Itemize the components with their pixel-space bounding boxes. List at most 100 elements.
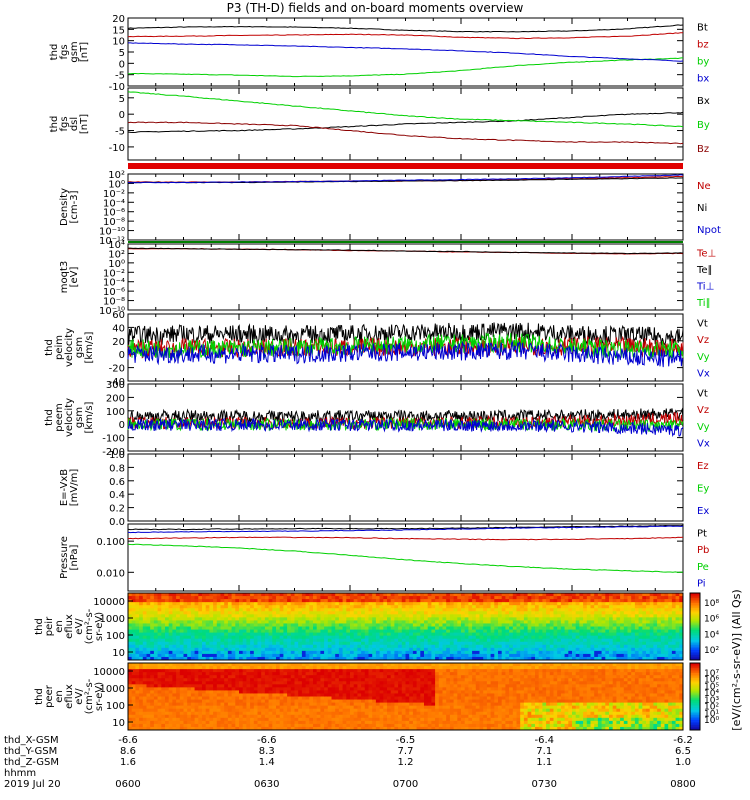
spectrogram-cell (235, 675, 240, 679)
spectrogram-cell (231, 638, 236, 643)
spectrogram-cell (538, 599, 543, 603)
spectrogram-cell (220, 644, 225, 649)
spectrogram-cell (616, 596, 621, 600)
spectrogram-cell (368, 626, 373, 630)
spectrogram-cell (139, 669, 144, 673)
spectrogram-cell (590, 650, 595, 655)
spectrogram-cell (268, 632, 273, 637)
spectrogram-cell (261, 714, 266, 719)
spectrogram-cell (172, 675, 177, 679)
spectrogram-cell (490, 623, 495, 627)
spectrogram-cell (479, 629, 484, 633)
spectrogram-cell (290, 596, 295, 600)
spectrogram-cell (368, 638, 373, 643)
spectrogram-cell (483, 656, 488, 661)
y-tick-label: 200 (106, 393, 125, 404)
spectrogram-cell (279, 690, 284, 694)
spectrogram-cell (202, 650, 207, 655)
spectrogram-cell (190, 641, 195, 646)
spectrogram-cell (128, 726, 133, 731)
spectrogram-cell (153, 602, 158, 606)
spectrogram-cell (605, 629, 610, 633)
spectrogram-cell (623, 614, 628, 618)
legend-label: Vx (697, 369, 710, 380)
y-axis-label: thd (44, 339, 55, 356)
spectrogram-cell (461, 650, 466, 655)
spectrogram-cell (490, 647, 495, 652)
spectrogram-cell (461, 635, 466, 640)
spectrogram-cell (183, 647, 188, 652)
spectrogram-cell (346, 599, 351, 603)
spectrogram-cell (235, 632, 240, 637)
spectrogram-cell (660, 608, 665, 612)
spectrogram-cell (205, 711, 210, 716)
spectrogram-cell (264, 711, 269, 716)
spectrogram-cell (490, 644, 495, 649)
spectrogram-cell (213, 702, 218, 707)
spectrogram-cell (390, 602, 395, 606)
spectrogram-cell (131, 623, 136, 627)
spectrogram-cell (320, 611, 325, 615)
spectrogram-cell (213, 647, 218, 652)
spectrogram-cell (301, 650, 306, 655)
spectrogram-cell (427, 629, 432, 633)
legend-label: Vx (697, 439, 710, 450)
spectrogram-cell (597, 614, 602, 618)
spectrogram-cell (383, 614, 388, 618)
spectrogram-cell (361, 602, 366, 606)
spectrogram-cell (261, 644, 266, 649)
spectrogram-cell (331, 599, 336, 603)
spectrogram-cell (198, 599, 203, 603)
spectrogram-cell (549, 647, 554, 652)
spectrogram-cell (583, 641, 588, 646)
spectrogram-cell (442, 635, 447, 640)
spectrogram-cell (261, 720, 266, 725)
spectrogram-cell (342, 602, 347, 606)
spectrogram-cell (442, 602, 447, 606)
spectrogram-cell (527, 647, 532, 652)
spectrogram-cell (420, 617, 425, 621)
spectrogram-cell (183, 599, 188, 603)
spectrogram-cell (253, 681, 258, 685)
spectrogram-cell (153, 672, 158, 676)
spectrogram-cell (420, 647, 425, 652)
spectrogram-cell (612, 608, 617, 612)
spectrogram-cell (242, 641, 247, 646)
spectrogram-cell (671, 608, 676, 612)
spectrogram-cell (475, 641, 480, 646)
spectrogram-cell (305, 635, 310, 640)
spectrogram-cell (290, 617, 295, 621)
spectrogram-cell (187, 684, 192, 688)
spectrogram-cell (261, 593, 266, 597)
spectrogram-cell (287, 605, 292, 609)
spectrogram-cell (261, 702, 266, 707)
spectrogram-cell (324, 638, 329, 643)
spectrogram-cell (586, 617, 591, 621)
spectrogram-cell (535, 653, 540, 658)
spectrogram-cell (165, 696, 170, 700)
spectrogram-cell (601, 656, 606, 661)
spectrogram-cell (131, 635, 136, 640)
spectrogram-cell (142, 708, 147, 713)
spectrogram-cell (216, 720, 221, 725)
spectrogram-cell (623, 647, 628, 652)
spectrogram-cell (531, 599, 536, 603)
spectrogram-cell (435, 599, 440, 603)
spectrogram-cell (216, 726, 221, 731)
spectrogram-cell (538, 611, 543, 615)
spectrogram-cell (509, 617, 514, 621)
spectrogram-cell (216, 681, 221, 685)
spectrogram-cell (216, 593, 221, 597)
spectrogram-cell (224, 690, 229, 694)
spectrogram-cell (250, 644, 255, 649)
spectrogram-cell (642, 656, 647, 661)
spectrogram-cell (157, 629, 162, 633)
spectrogram-cell (634, 656, 639, 661)
spectrogram-cell (509, 653, 514, 658)
spectrogram-cell (490, 614, 495, 618)
spectrogram-cell (531, 614, 536, 618)
spectrogram-cell (653, 638, 658, 643)
spectrogram-cell (346, 647, 351, 652)
spectrogram-cell (653, 653, 658, 658)
spectrogram-cell (205, 717, 210, 722)
